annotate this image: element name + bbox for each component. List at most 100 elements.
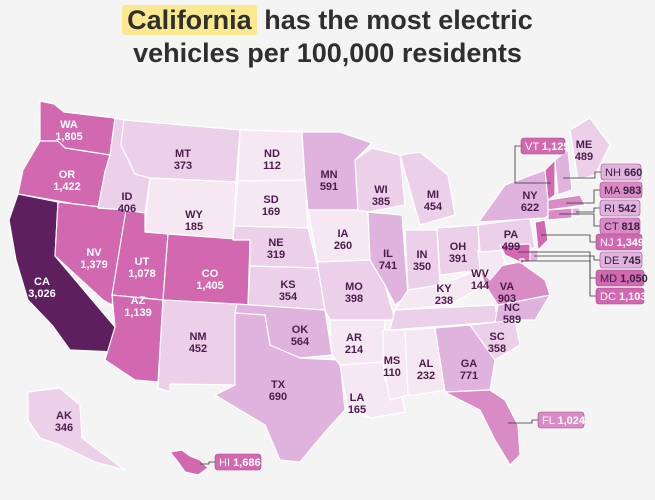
state-abbr-hi: HI bbox=[219, 457, 230, 469]
leader-line-nh bbox=[563, 171, 601, 179]
state-label-va: VA 903 bbox=[498, 281, 516, 305]
state-value-wy: 185 bbox=[185, 221, 203, 233]
state-label-id: ID 406 bbox=[118, 191, 136, 215]
state-value-wi: 385 bbox=[372, 196, 390, 208]
state-abbr-ma: MA bbox=[604, 185, 621, 197]
callout-box-dc bbox=[595, 287, 645, 305]
state-value-sc: 358 bbox=[488, 343, 506, 355]
state-label-oh: OH 391 bbox=[449, 241, 467, 265]
state-label-ok: OK 564 bbox=[291, 324, 310, 348]
state-value-nm: 452 bbox=[189, 343, 207, 355]
state-value-hi: 1,686 bbox=[233, 457, 261, 469]
state-value-ma: 983 bbox=[623, 185, 641, 197]
callout-label-md: MD 1,050 bbox=[600, 273, 648, 285]
state-value-vt: 1,129 bbox=[542, 141, 570, 153]
state-value-sd: 169 bbox=[262, 206, 280, 218]
leader-line-dc bbox=[522, 260, 596, 297]
title-line-1-rest: has the most electric bbox=[256, 5, 533, 35]
state-value-ga: 771 bbox=[460, 370, 478, 382]
state-abbr-ms: MS bbox=[384, 355, 401, 367]
callout-box-fl bbox=[537, 411, 585, 429]
state-nh bbox=[554, 149, 573, 196]
state-abbr-id: ID bbox=[122, 191, 133, 203]
callout-box-vt bbox=[520, 137, 566, 155]
state-abbr-me: ME bbox=[576, 139, 593, 151]
state-abbr-il: IL bbox=[383, 248, 393, 260]
leader-line-de bbox=[534, 255, 600, 261]
state-value-ks: 354 bbox=[279, 291, 298, 303]
state-abbr-wi: WI bbox=[374, 184, 387, 196]
state-label-or: OR 1,422 bbox=[53, 169, 81, 193]
state-abbr-az: AZ bbox=[131, 295, 146, 307]
state-value-in: 350 bbox=[413, 261, 431, 273]
callout-leader-lines bbox=[200, 145, 601, 465]
state-abbr-mo: MO bbox=[345, 281, 363, 293]
callout-label-ct: CT 818 bbox=[604, 221, 640, 233]
state-abbr-ri: RI bbox=[604, 203, 615, 215]
state-value-ia: 260 bbox=[334, 240, 352, 252]
state-abbr-nh: NH bbox=[605, 167, 621, 179]
callout-box-nh bbox=[600, 163, 642, 181]
state-abbr-mt: MT bbox=[175, 148, 191, 160]
state-label-nv: NV 1,379 bbox=[80, 247, 108, 271]
state-label-mt: MT 373 bbox=[174, 148, 192, 172]
state-value-wv: 144 bbox=[471, 280, 490, 292]
state-value-pa: 499 bbox=[502, 241, 520, 253]
state-value-ar: 214 bbox=[345, 344, 364, 356]
state-value-nd: 112 bbox=[263, 160, 281, 172]
state-wi bbox=[354, 147, 406, 213]
state-vt bbox=[544, 159, 556, 201]
state-value-wa: 1,805 bbox=[55, 131, 83, 143]
state-label-pa: PA 499 bbox=[502, 229, 520, 253]
state-value-id: 406 bbox=[118, 203, 136, 215]
state-abbr-la: LA bbox=[350, 392, 365, 404]
state-abbr-nc: NC bbox=[504, 302, 520, 314]
state-value-mt: 373 bbox=[174, 160, 192, 172]
state-abbr-ne: NE bbox=[268, 237, 283, 249]
state-abbr-fl: FL bbox=[542, 415, 555, 427]
callout-box-ma bbox=[599, 181, 643, 199]
state-value-ak: 346 bbox=[55, 422, 73, 434]
leader-line-nj bbox=[541, 234, 596, 243]
state-abbr-ky: KY bbox=[436, 283, 452, 295]
state-abbr-ny: NY bbox=[522, 190, 538, 202]
state-label-ia: IA 260 bbox=[334, 228, 352, 252]
leader-line-ct bbox=[559, 213, 600, 227]
state-abbr-al: AL bbox=[419, 358, 434, 370]
state-value-co: 1,405 bbox=[196, 280, 224, 292]
state-il bbox=[367, 211, 409, 306]
state-value-az: 1,139 bbox=[124, 307, 152, 319]
callout-label-nh: NH 660 bbox=[605, 167, 642, 179]
state-value-ne: 319 bbox=[267, 249, 285, 261]
state-abbr-nd: ND bbox=[264, 148, 280, 160]
state-value-me: 489 bbox=[575, 151, 593, 163]
state-value-fl: 1,024 bbox=[558, 415, 586, 427]
state-value-nc: 589 bbox=[503, 314, 521, 326]
state-label-wi: WI 385 bbox=[372, 184, 390, 208]
state-ny bbox=[479, 169, 556, 223]
state-label-ne: NE 319 bbox=[267, 237, 285, 261]
state-value-ky: 238 bbox=[435, 295, 453, 307]
state-label-tx: TX 690 bbox=[269, 379, 287, 403]
state-label-mn: MN 591 bbox=[320, 169, 338, 193]
state-value-nh: 660 bbox=[624, 167, 642, 179]
state-abbr-tx: TX bbox=[271, 379, 286, 391]
state-value-tx: 690 bbox=[269, 391, 287, 403]
state-label-wv: WV 144 bbox=[471, 268, 490, 292]
state-value-or: 1,422 bbox=[53, 181, 81, 193]
state-abbr-de: DE bbox=[604, 255, 619, 267]
state-abbr-co: CO bbox=[202, 268, 219, 280]
state-label-mo: MO 398 bbox=[345, 281, 363, 305]
state-ak bbox=[27, 387, 126, 471]
state-tx bbox=[214, 312, 346, 463]
state-label-sd: SD 169 bbox=[262, 194, 280, 218]
state-value-oh: 391 bbox=[449, 253, 467, 265]
callout-label-nj: NJ 1,349 bbox=[600, 237, 644, 249]
chart-title: California has the most electric vehicle… bbox=[0, 4, 655, 70]
state-ga bbox=[434, 324, 496, 393]
state-value-ct: 818 bbox=[622, 221, 640, 233]
state-label-al: AL 232 bbox=[417, 358, 435, 382]
state-abbr-wa: WA bbox=[60, 119, 78, 131]
state-label-ky: KY 238 bbox=[435, 283, 453, 307]
state-abbr-ar: AR bbox=[346, 332, 362, 344]
